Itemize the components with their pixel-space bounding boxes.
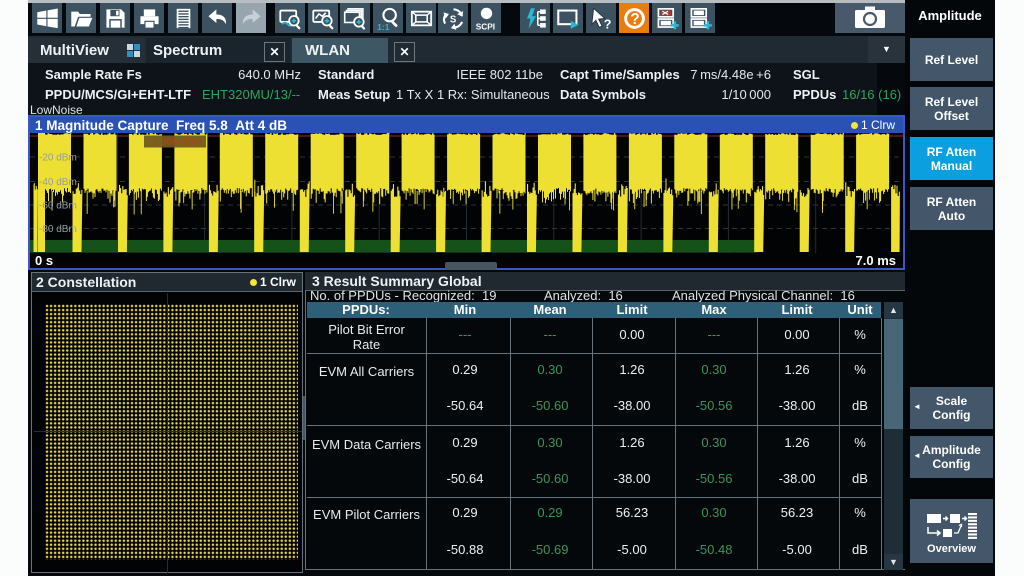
- svg-text:-1.000 dBm: -1.000 dBm: [149, 137, 202, 148]
- svg-text:?: ?: [603, 17, 611, 30]
- svg-text:S: S: [449, 14, 456, 25]
- svg-text:-60 dBm: -60 dBm: [39, 201, 77, 212]
- svg-text:?: ?: [630, 10, 639, 27]
- svg-text:1:1: 1:1: [377, 21, 390, 30]
- svg-text:-80 dBm: -80 dBm: [39, 224, 77, 235]
- svg-text:-20 dBm: -20 dBm: [39, 153, 77, 164]
- svg-text:SCPI: SCPI: [475, 21, 494, 31]
- svg-text:-40 dBm: -40 dBm: [39, 177, 77, 188]
